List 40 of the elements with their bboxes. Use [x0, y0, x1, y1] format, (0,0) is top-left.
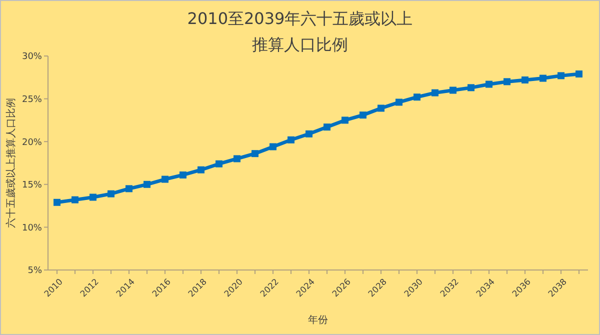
point [360, 112, 366, 119]
point [90, 194, 96, 201]
chart-subtitle: 推算人口比例 [252, 35, 348, 54]
point [288, 136, 294, 144]
point [378, 104, 384, 112]
point [576, 70, 582, 78]
point [162, 176, 168, 183]
y-tick-label: 5% [28, 266, 42, 276]
point [180, 171, 186, 178]
chart-title: 2010至2039年六十五歲或以上 [187, 9, 413, 28]
point [468, 84, 474, 92]
y-tick-label: 20% [22, 138, 42, 148]
point [432, 89, 438, 96]
point [252, 150, 258, 158]
point [108, 190, 114, 198]
y-tick-label: 10% [22, 223, 42, 234]
point [504, 78, 510, 86]
point [396, 98, 402, 106]
point [540, 74, 546, 82]
point [270, 143, 276, 150]
point [216, 160, 222, 168]
point [198, 166, 204, 174]
x-axis-title: 年份 [308, 314, 328, 326]
y-tick-label: 25% [22, 94, 42, 105]
point [54, 198, 60, 206]
y-axis-title: 六十五歲或以上推算人口比例 [5, 98, 17, 228]
point [234, 155, 240, 162]
point [306, 130, 312, 138]
point [522, 76, 528, 84]
y-tick-label: 15% [22, 180, 42, 191]
point [342, 116, 348, 124]
point [72, 196, 78, 204]
point [324, 124, 330, 131]
point [414, 94, 420, 101]
y-tick-label: 30% [22, 52, 42, 62]
point [144, 180, 150, 188]
point [450, 86, 456, 94]
point [486, 80, 492, 88]
point [126, 185, 132, 192]
point [558, 72, 564, 80]
